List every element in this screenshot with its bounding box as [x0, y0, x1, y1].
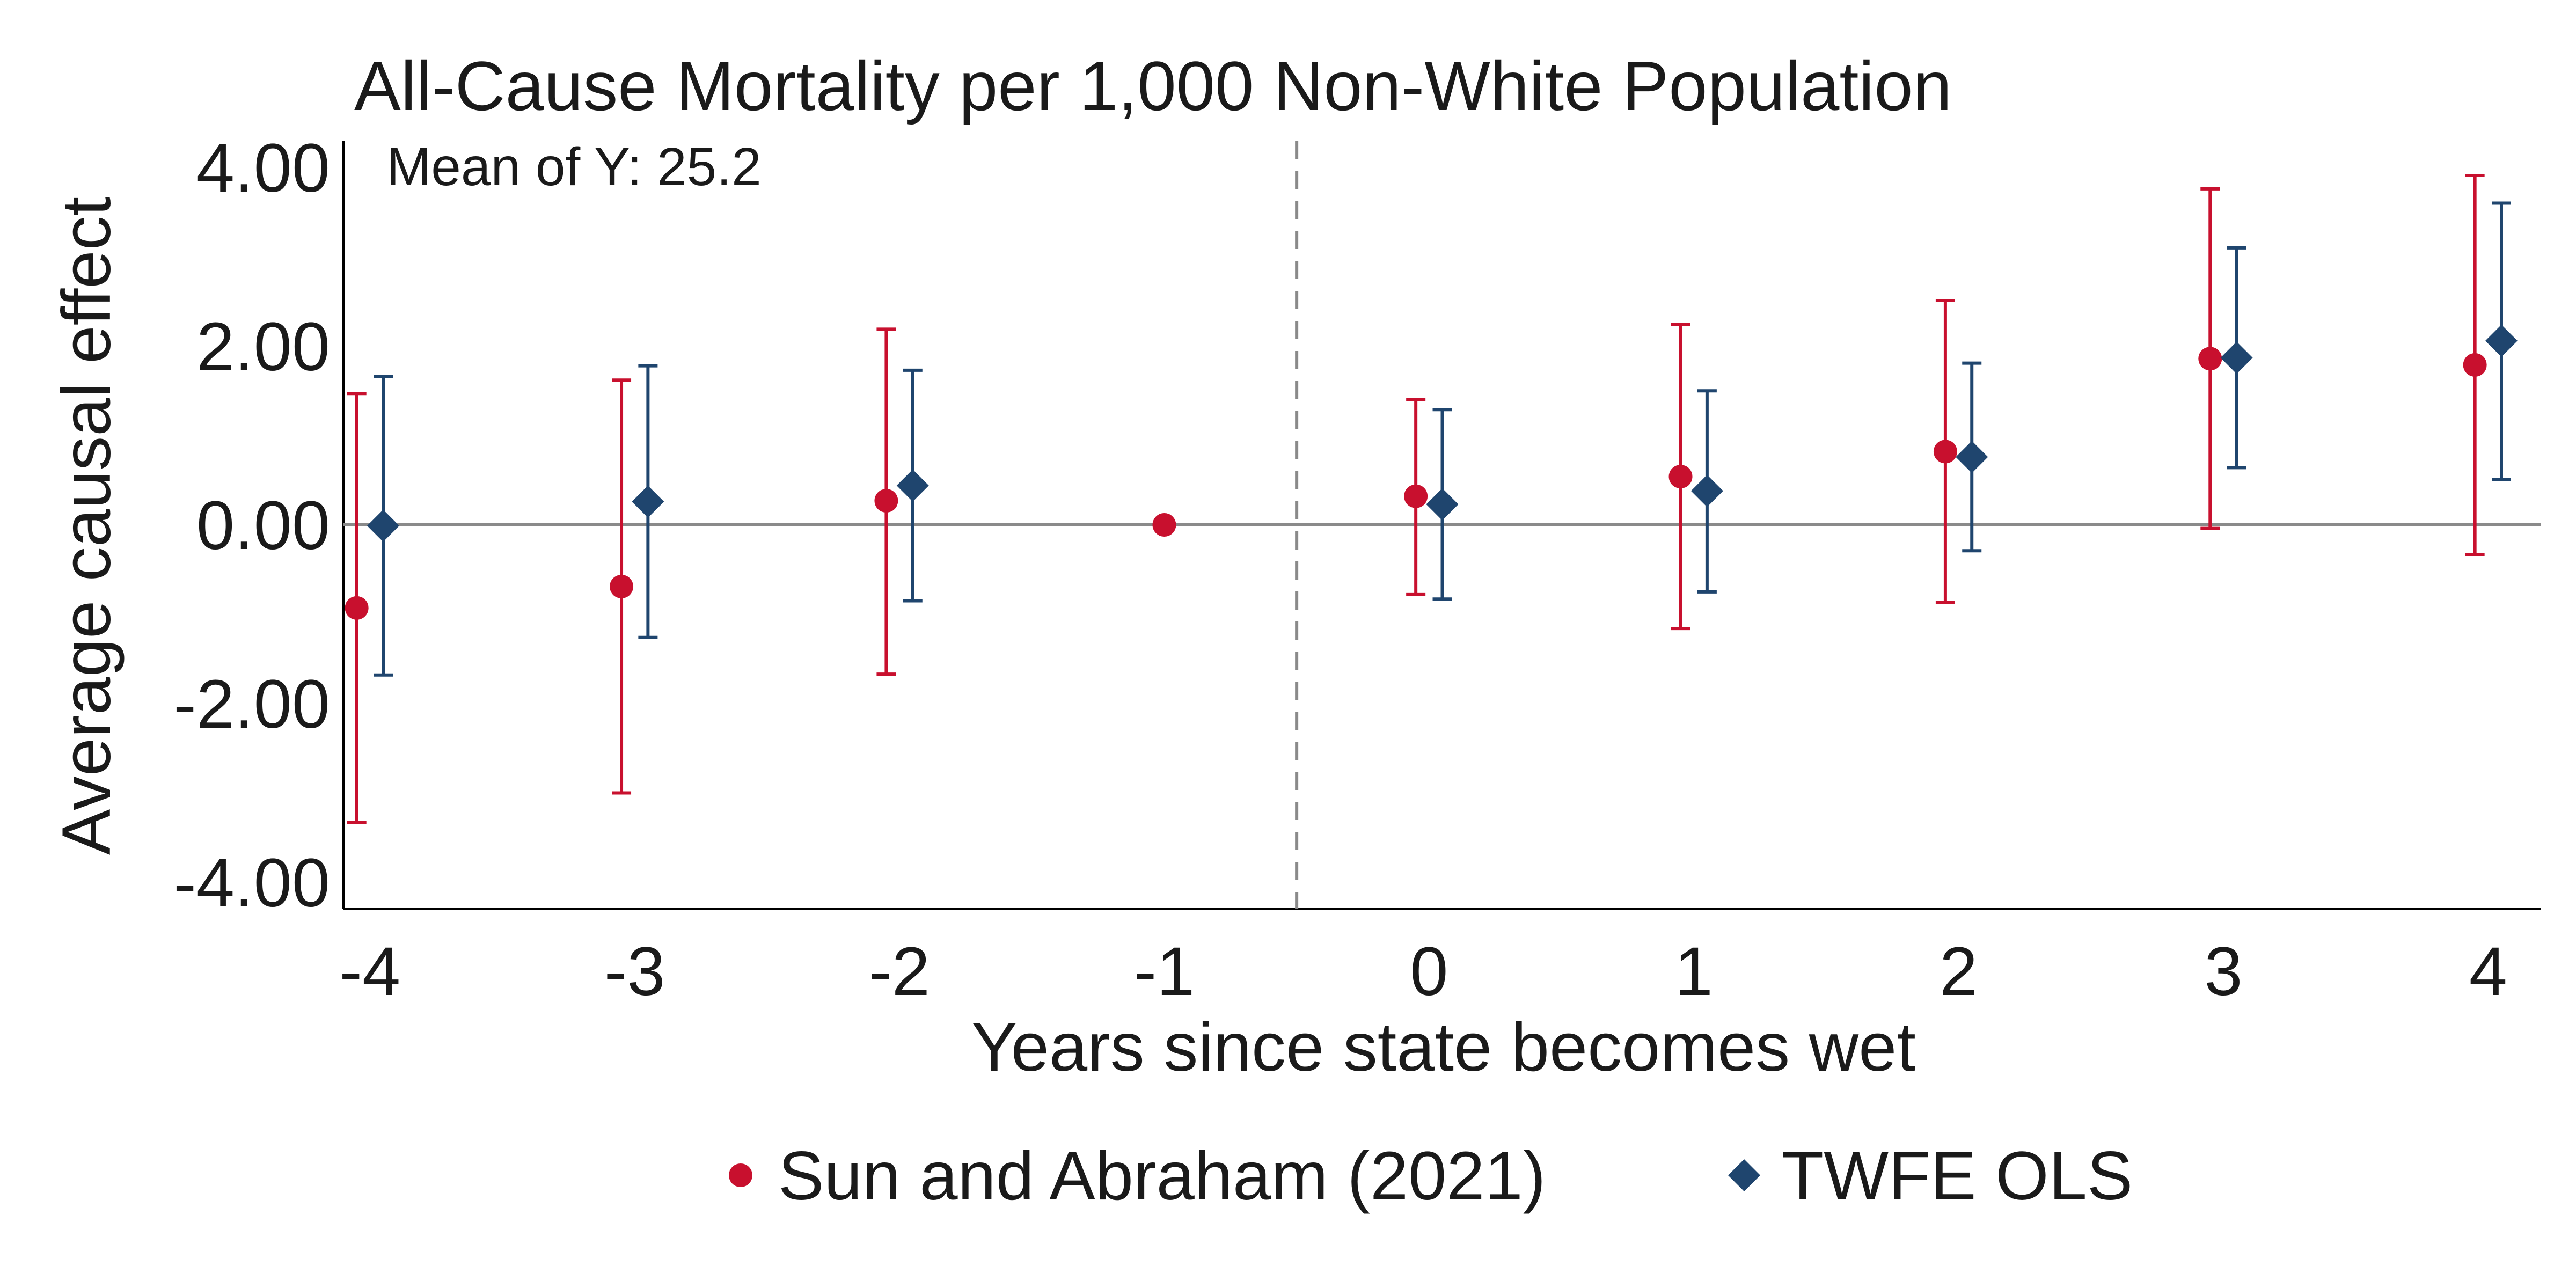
x-tick-label: -3 [604, 933, 665, 1010]
x-tick-label: -1 [1134, 933, 1195, 1010]
data-point [1956, 441, 1988, 473]
y-tick-label: 0.00 [196, 487, 330, 564]
legend-marker [729, 1163, 752, 1187]
x-tick-label: 3 [2204, 933, 2242, 1010]
x-tick-label: -2 [869, 933, 930, 1010]
data-point [874, 489, 898, 513]
data-point [367, 509, 400, 542]
x-tick-label: 4 [2469, 933, 2507, 1010]
chart-title: All-Cause Mortality per 1,000 Non-White … [354, 47, 1952, 125]
data-point [1668, 465, 1693, 489]
plot-area: 4.00 2.00 0.00 -2.00 -4.00-4 -3 -2 -1 0 1 2 3 4 [173, 130, 2541, 1010]
y-tick-label: -4.00 [173, 845, 330, 921]
data-point [2198, 347, 2222, 371]
legend-marker [1728, 1159, 1760, 1191]
data-point [1690, 474, 1723, 507]
y-tick-label: 4.00 [196, 130, 330, 207]
legend: Sun and Abraham (2021) TWFE OLS [729, 1138, 2133, 1214]
x-tick-label: 1 [1675, 933, 1713, 1010]
data-point [345, 596, 369, 620]
data-point [1404, 484, 1428, 508]
data-point [2485, 324, 2518, 357]
data-point [1426, 488, 1459, 521]
data-point [896, 469, 929, 502]
x-tick-label: 2 [1940, 933, 1978, 1010]
x-tick-label: -4 [339, 933, 400, 1010]
data-point [610, 574, 634, 598]
data-point [1152, 513, 1176, 537]
legend-label: TWFE OLS [1782, 1138, 2133, 1214]
data-point [2220, 341, 2253, 374]
mean-annotation: Mean of Y: 25.2 [386, 137, 762, 197]
legend-label: Sun and Abraham (2021) [778, 1138, 1546, 1214]
y-tick-label: 2.00 [196, 309, 330, 385]
data-point [2463, 353, 2487, 377]
x-tick-label: 0 [1410, 933, 1448, 1010]
data-point [632, 485, 664, 518]
data-point [1933, 440, 1957, 464]
x-axis-label: Years since state becomes wet [971, 1009, 1916, 1086]
y-axis-label: Average causal effect [48, 197, 125, 855]
y-tick-label: -2.00 [173, 666, 330, 743]
